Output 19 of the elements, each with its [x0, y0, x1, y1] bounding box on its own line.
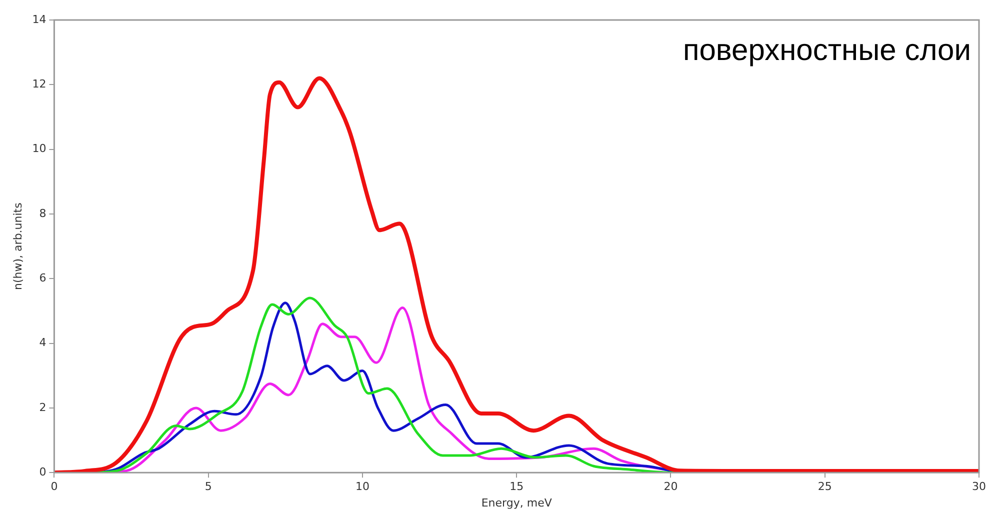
y-tick-label: 10: [32, 142, 46, 156]
y-axis-title: n(hw), arb.units: [11, 202, 24, 290]
y-tick-label: 4: [39, 336, 46, 350]
x-tick-label: 20: [664, 480, 678, 494]
y-tick-label: 6: [39, 271, 46, 284]
y-tick-label: 2: [39, 400, 46, 414]
line-series: [54, 76, 979, 473]
y-tick-label: 0: [39, 465, 46, 478]
y-tick-label: 12: [32, 78, 46, 91]
x-tick-label: 25: [818, 480, 832, 494]
x-axis-title: Energy, meV: [481, 496, 552, 510]
y-tick-label: 14: [32, 12, 46, 26]
x-tick-label: 15: [510, 480, 524, 494]
x-tick-label: 0: [50, 480, 58, 494]
x-tick-label: 30: [972, 480, 986, 494]
text: поверхностные слои: [683, 34, 971, 68]
x-tick-label: 5: [204, 480, 212, 494]
x-tick-label: 10: [355, 480, 370, 494]
y-tick-label: 8: [39, 206, 46, 220]
